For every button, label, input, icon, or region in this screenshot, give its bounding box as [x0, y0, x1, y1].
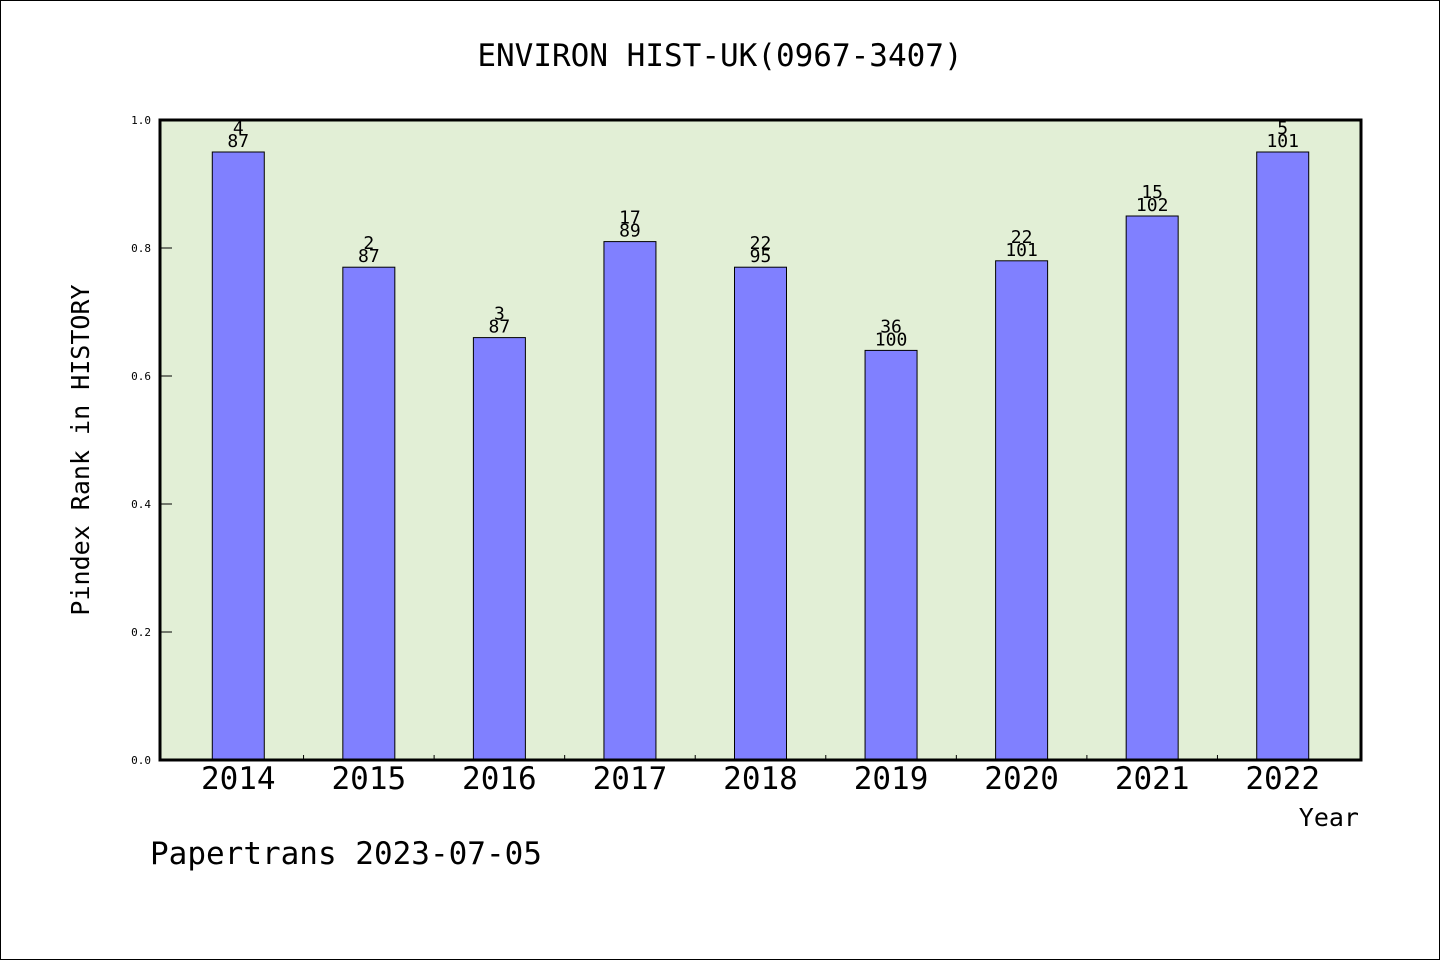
bar-2020 — [995, 260, 1049, 761]
bar-rank-label: 5 — [1277, 118, 1288, 139]
bar-2021 — [1125, 215, 1179, 761]
x-tick-label: 2014 — [201, 761, 276, 797]
chart-title: ENVIRON HIST-UK(0967-3407) — [477, 38, 962, 74]
y-tick-label: 0.8 — [131, 242, 151, 255]
bar-rank-label: 2 — [363, 233, 374, 254]
bar-rank-label: 36 — [880, 316, 902, 337]
x-tick-label: 2019 — [854, 761, 929, 797]
y-axis-label: Pindex Rank in HISTORY — [66, 284, 95, 615]
x-tick-label: 2022 — [1245, 761, 1320, 797]
y-tick-label: 0.6 — [131, 370, 151, 383]
bar-rank-label: 17 — [619, 208, 641, 229]
bar-rank-label: 15 — [1141, 182, 1163, 203]
bar-total-label: 87 — [489, 317, 511, 338]
bar-rank-label: 22 — [750, 233, 772, 254]
bar-2017 — [603, 241, 657, 761]
bar-total-label: 87 — [358, 246, 380, 267]
bar-2022 — [1256, 151, 1310, 761]
x-tick-label: 2016 — [462, 761, 537, 797]
x-tick-label: 2017 — [593, 761, 668, 797]
bar-total-label: 100 — [875, 329, 908, 350]
x-tick-label: 2020 — [984, 761, 1059, 797]
y-tick-label: 0.0 — [131, 754, 151, 767]
bar-total-label: 89 — [619, 221, 641, 242]
bar-total-label: 101 — [1005, 240, 1038, 261]
bar-total-label: 95 — [750, 246, 772, 267]
bar-2016 — [472, 337, 526, 761]
bar-2014 — [211, 151, 265, 761]
x-axis-label: Year — [1299, 803, 1359, 832]
bar-2015 — [342, 266, 396, 761]
bar-2019 — [864, 349, 918, 761]
footer-text: Papertrans 2023-07-05 — [150, 836, 542, 872]
y-tick-label: 0.2 — [131, 626, 151, 639]
bar-rank-label: 3 — [494, 304, 505, 325]
bar-2018 — [734, 266, 787, 761]
x-tick-label: 2018 — [723, 761, 798, 797]
y-tick-label: 1.0 — [131, 114, 151, 127]
bar-total-label: 102 — [1136, 195, 1169, 216]
bar-rank-label: 22 — [1011, 227, 1033, 248]
bar-total-label: 87 — [227, 131, 249, 152]
x-tick-label: 2015 — [332, 761, 407, 797]
x-tick-label: 2021 — [1115, 761, 1190, 797]
plot-border — [158, 118, 1363, 762]
y-tick-label: 0.4 — [131, 498, 151, 511]
bar-rank-label: 4 — [233, 118, 244, 139]
bar-total-label: 101 — [1266, 131, 1299, 152]
